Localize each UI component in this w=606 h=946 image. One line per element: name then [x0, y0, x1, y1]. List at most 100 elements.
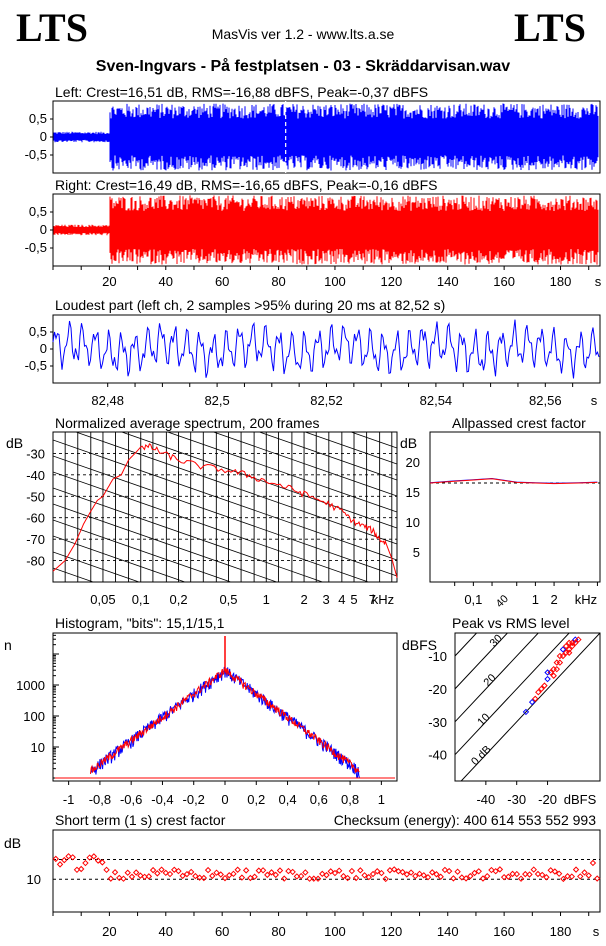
shortcrest-xtick: 180 — [550, 924, 572, 939]
shortcrest-point — [107, 875, 115, 882]
shortcrest-point — [124, 869, 131, 876]
shortcrest-point — [179, 872, 186, 880]
shortcrest-point — [386, 867, 394, 874]
shortcrest-point — [302, 869, 309, 876]
shortcrest-point — [149, 866, 157, 874]
peakrms-ytick: -30 — [428, 715, 447, 730]
shortcrest-point — [327, 868, 334, 875]
shortcrest-xtick: 20 — [102, 924, 116, 939]
peakrms-point — [559, 646, 567, 653]
shortcrest-xtick: 120 — [380, 924, 402, 939]
right-waveform-xtick: 80 — [271, 274, 285, 289]
spectrum-xtick: 4 — [338, 592, 345, 607]
shortcrest-point — [154, 870, 161, 877]
shortcrest-point — [412, 872, 419, 880]
right-waveform-xtick: 160 — [493, 274, 515, 289]
shortcrest-point — [111, 869, 119, 876]
right-waveform-ytick: 0 — [40, 222, 47, 237]
peakrms-ytick: -20 — [428, 682, 447, 697]
crest-ytick: 20 — [406, 455, 420, 470]
peakrms-frame — [454, 632, 601, 782]
spectrum-slope-line — [304, 432, 397, 465]
shortcrest-point — [555, 870, 563, 877]
right-waveform-xtick: 100 — [324, 274, 346, 289]
crest-xtick: 2 — [550, 592, 557, 607]
shortcrest-point — [593, 875, 601, 882]
peakrms-point — [541, 682, 548, 689]
loudest-ytick: 0,5 — [29, 324, 47, 339]
shortcrest-point — [116, 874, 123, 882]
shortcrest-point — [378, 869, 385, 877]
right-waveform-xunit: s — [595, 274, 602, 289]
shortcrest-point — [424, 874, 432, 881]
shortcrest-point — [509, 870, 516, 878]
shortcrest-point — [374, 868, 381, 875]
shortcrest-point — [462, 875, 470, 882]
crest-xunit: kHz — [575, 592, 597, 607]
peakrms-point — [562, 642, 570, 650]
spectrum-slope-line — [166, 432, 397, 513]
shortcrest-point — [445, 867, 453, 875]
peakrms-xtick: -30 — [507, 792, 526, 807]
shortcrest-point — [128, 873, 136, 880]
crest-ylabel: dB — [400, 435, 417, 451]
logo-left: LTS — [16, 5, 88, 50]
shortcrest-point — [538, 871, 546, 879]
crest-xtick: 0,1 — [464, 592, 482, 607]
shortcrest-point — [52, 855, 60, 863]
peakrms-crest-line — [455, 633, 478, 657]
shortcrest-point — [589, 859, 597, 867]
right-waveform-xtick: 20 — [102, 274, 116, 289]
peakrms-point — [544, 669, 551, 676]
loudest-xtick: 82,56 — [529, 393, 562, 408]
shortcrest-point — [217, 871, 224, 878]
shortcrest-point — [120, 875, 127, 882]
spectrum-slope-line — [53, 439, 397, 561]
shortcrest-point — [517, 875, 525, 882]
spectrum-xtick: 0,5 — [219, 592, 237, 607]
shortcrest-point — [581, 869, 588, 876]
loudest-signal — [52, 319, 600, 379]
spectrum-xtick: 7 — [369, 592, 376, 607]
shortcrest-point — [209, 872, 216, 880]
shortcrest-point — [437, 873, 444, 880]
spectrum-slope-line — [53, 551, 141, 582]
shortcrest-ylabel: dB — [4, 835, 21, 851]
spectrum-ylabel: dB — [6, 435, 23, 451]
left-waveform-signal — [53, 103, 599, 171]
right-waveform-xtick: 120 — [380, 274, 402, 289]
shortcrest-point — [547, 867, 554, 874]
peakrms-point — [565, 649, 573, 656]
shortcrest-point — [450, 875, 457, 882]
peakrms-point — [528, 698, 536, 706]
shortcrest-point — [475, 868, 482, 875]
spectrum-ytick: -60 — [26, 511, 45, 526]
left-waveform-ytick: 0,5 — [29, 111, 47, 126]
shortcrest-point — [103, 866, 110, 874]
shortcrest-point — [361, 872, 368, 879]
peakrms-point — [550, 672, 557, 679]
spectrum-grid — [53, 432, 397, 582]
version-text: MasVis ver 1.2 - www.lts.a.se — [211, 26, 395, 42]
shortcrest-point — [268, 869, 275, 876]
loudest-ytick: -0,5 — [25, 358, 47, 373]
file-title: Sven-Ingvars - På festplatsen - 03 - Skr… — [95, 58, 511, 75]
spectrum-slope-line — [53, 487, 324, 582]
shortcrest-point — [192, 872, 199, 880]
shortcrest-point — [251, 873, 258, 880]
shortcrest-point — [166, 870, 174, 878]
spectrum-ytick: -70 — [26, 532, 45, 547]
peakrms-point — [553, 665, 561, 673]
shortcrest-point — [382, 875, 389, 883]
shortcrest-point — [61, 856, 68, 864]
spectrum-slope-line — [120, 432, 397, 529]
peakrms-point — [532, 695, 539, 702]
spectrum-slope-line — [53, 455, 397, 577]
shortcrest-xtick: 60 — [215, 924, 229, 939]
spectrum-slope-line — [53, 503, 278, 582]
shortcrest-point — [399, 868, 406, 876]
peakrms-point — [522, 708, 530, 716]
shortcrest-point — [204, 866, 212, 874]
shortcrest-point — [158, 866, 165, 873]
peakrms-ylabel: dBFS — [402, 637, 437, 653]
